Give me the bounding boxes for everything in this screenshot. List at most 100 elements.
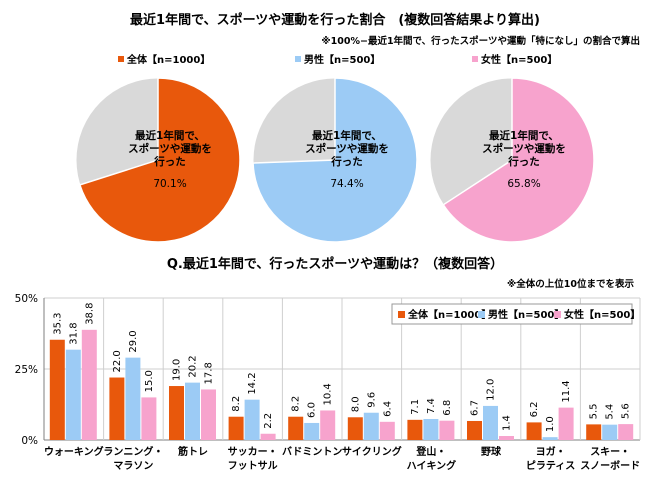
bar: [304, 422, 320, 440]
pie-value-label: 65.8%: [507, 178, 540, 190]
bar-value-label: 14.2: [247, 372, 258, 394]
bar-value-label: 8.0: [350, 396, 361, 412]
category-label: ヨガ・: [536, 445, 566, 458]
pie-center-label: スポーツや運動を: [128, 142, 212, 155]
bar-value-label: 12.0: [486, 379, 497, 401]
bar-legend-swatch: [478, 311, 485, 318]
bar-value-label: 6.0: [307, 402, 318, 418]
pie-center-label: 行った: [507, 155, 540, 168]
category-label: ピラティス: [526, 460, 575, 472]
bar-value-label: 2.2: [263, 413, 274, 429]
bar: [363, 412, 379, 440]
bar: [467, 420, 482, 440]
bar: [109, 377, 125, 440]
bar-value-label: 8.2: [231, 396, 242, 412]
category-label: サイクリング: [342, 445, 402, 458]
bar-value-label: 6.4: [382, 401, 393, 417]
pie-title: 最近1年間で、スポーツや運動を行った割合 (複数回答結果より算出): [130, 12, 540, 28]
bar: [185, 382, 200, 440]
category-label: サッカー・: [228, 446, 278, 458]
bar: [288, 416, 304, 440]
bar-value-label: 31.8: [68, 322, 79, 344]
bar-value-label: 22.0: [112, 350, 123, 372]
pie-center-label: 最近1年間で、: [135, 129, 205, 142]
pie-value-label: 74.4%: [330, 178, 363, 190]
pie-legend-swatch: [472, 56, 478, 62]
y-tick-label: 50%: [15, 293, 38, 305]
bar: [244, 399, 260, 440]
bar-title: Q.最近1年間で、行ったスポーツや運動は？（複数回答）: [167, 256, 503, 272]
category-label: 野球: [481, 445, 502, 458]
bar-value-label: 1.0: [545, 416, 556, 432]
bar: [81, 329, 97, 440]
bar: [125, 357, 141, 440]
bar-value-label: 19.0: [172, 359, 183, 381]
bar-legend-label: 女性【n=500】: [564, 308, 640, 321]
pie-center-label: 最近1年間で、: [489, 129, 559, 142]
pie-center-label: スポーツや運動を: [482, 142, 566, 155]
bar-value-label: 17.8: [204, 362, 215, 384]
bar: [439, 420, 455, 440]
bar: [347, 417, 363, 440]
bar-note: ※全体の上位10位までを表示: [507, 278, 634, 290]
bar-value-label: 38.8: [84, 303, 95, 325]
pie-center-label: 最近1年間で、: [312, 129, 382, 142]
bar-value-label: 11.4: [561, 380, 572, 402]
bar-value-label: 5.5: [589, 403, 600, 419]
bar-legend-box: [391, 303, 633, 325]
pie-legend-swatch: [118, 56, 124, 62]
pie-value-slice: [442, 77, 595, 243]
category-label: 登山・: [415, 445, 446, 458]
bar-value-label: 9.6: [366, 392, 377, 408]
pie-value-slice: [78, 77, 241, 243]
pie-legend-label: 全体【n=1000】: [126, 53, 210, 66]
category-label: マラソン: [113, 460, 153, 472]
category-label: スキー・: [590, 446, 630, 458]
bar: [558, 407, 574, 440]
bar-value-label: 5.4: [605, 404, 616, 420]
bar-legend-swatch: [398, 311, 405, 318]
bar: [379, 421, 395, 440]
bar: [65, 349, 81, 440]
bar-legend-label: 全体【n=1000】: [407, 308, 491, 321]
pie-legend-label: 女性【n=500】: [481, 53, 557, 66]
y-tick-label: 0%: [21, 435, 38, 447]
bar: [499, 436, 514, 440]
category-label: 筋トレ: [177, 445, 208, 458]
pie-value-slice: [252, 77, 418, 243]
bar: [49, 339, 65, 440]
bar-legend-swatch: [554, 311, 561, 318]
bar-legend-label: 男性【n=500】: [488, 308, 564, 321]
bar: [483, 405, 498, 440]
pie-center-label: スポーツや運動を: [305, 142, 389, 155]
bar: [169, 386, 184, 440]
bar-value-label: 10.4: [323, 383, 334, 405]
pie-legend-swatch: [295, 56, 301, 62]
bar-value-label: 8.2: [291, 396, 302, 412]
bar-value-label: 7.1: [410, 399, 421, 415]
bar-value-label: 6.8: [442, 400, 453, 416]
category-label: バドミントン: [282, 446, 342, 458]
category-label: ランニング・: [103, 445, 163, 458]
pie-value-label: 70.1%: [153, 178, 186, 190]
bar: [260, 433, 276, 440]
category-label: フットサル: [228, 460, 278, 472]
bar-value-label: 6.2: [529, 401, 540, 417]
bar-value-label: 29.0: [128, 330, 139, 352]
bar-value-label: 35.3: [52, 312, 63, 334]
bar: [618, 424, 634, 440]
category-label: ハイキング: [407, 459, 457, 472]
bar: [407, 419, 423, 440]
bar: [542, 437, 558, 440]
bar: [228, 416, 244, 440]
bar: [526, 422, 542, 440]
pie-center-label: 行った: [330, 155, 363, 168]
pie-note: ※100%−最近1年間で、行ったスポーツや運動「特になし」の割合で算出: [321, 35, 640, 47]
bar: [141, 397, 157, 440]
bar: [423, 418, 439, 440]
bar-value-label: 6.7: [470, 400, 481, 416]
bar: [320, 410, 336, 440]
bar: [201, 389, 216, 440]
